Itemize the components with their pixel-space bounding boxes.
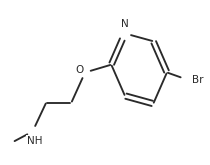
Text: Br: Br — [192, 75, 203, 85]
Text: O: O — [76, 65, 84, 75]
Text: NH: NH — [27, 136, 42, 146]
Text: N: N — [121, 18, 129, 29]
